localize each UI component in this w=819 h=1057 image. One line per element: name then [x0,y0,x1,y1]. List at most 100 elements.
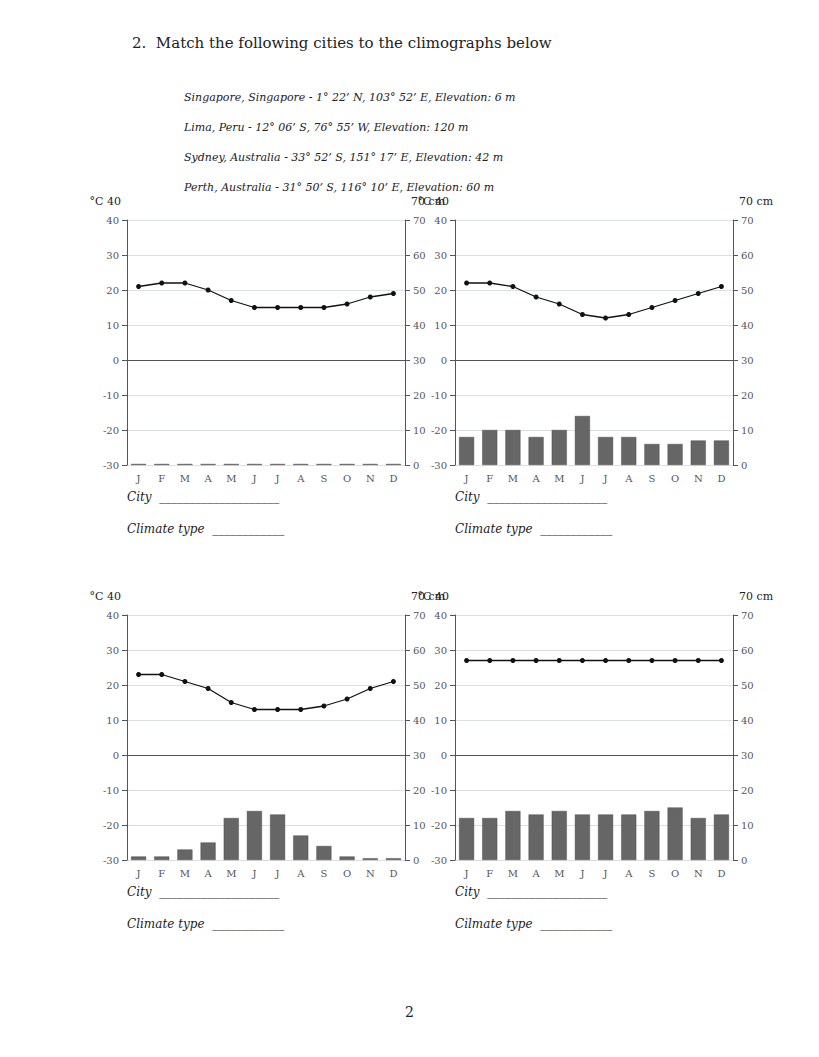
svg-text:M: M [180,868,190,879]
svg-text:A: A [203,868,212,879]
svg-text:°C 40: °C 40 [418,590,449,603]
svg-text:-20: -20 [103,425,119,436]
svg-text:D: D [717,868,725,879]
svg-text:10: 10 [106,715,119,726]
svg-text:30: 30 [434,250,447,261]
svg-text:40: 40 [434,610,447,621]
svg-text:60: 60 [741,645,754,656]
svg-text:-20: -20 [103,820,119,831]
svg-text:F: F [486,473,493,484]
svg-text:S: S [648,473,655,484]
svg-text:S: S [320,868,327,879]
svg-text:20: 20 [434,285,447,296]
svg-text:City ____________________: City ____________________ [127,490,279,504]
svg-text:40: 40 [413,320,426,331]
svg-text:0: 0 [441,355,447,366]
svg-text:°C 40: °C 40 [90,195,121,208]
svg-text:City ____________________: City ____________________ [127,885,279,899]
svg-text:S: S [320,473,327,484]
svg-text:2. Match the following cities: 2. Match the following cities to the cli… [132,34,552,52]
svg-text:10: 10 [106,320,119,331]
svg-text:20: 20 [741,390,754,401]
svg-text:J: J [275,868,280,879]
svg-text:J: J [251,473,256,484]
svg-text:City ____________________: City ____________________ [455,490,607,504]
svg-text:F: F [158,473,165,484]
svg-text:M: M [508,473,518,484]
svg-text:-10: -10 [103,785,119,796]
svg-text:0: 0 [113,355,119,366]
svg-text:M: M [226,473,236,484]
svg-text:J: J [251,868,256,879]
svg-text:60: 60 [413,250,426,261]
svg-text:30: 30 [741,750,754,761]
svg-text:30: 30 [434,645,447,656]
svg-text:10: 10 [741,425,754,436]
svg-text:0: 0 [741,460,747,471]
svg-text:50: 50 [413,285,426,296]
svg-text:A: A [624,473,633,484]
svg-text:A: A [531,473,540,484]
svg-text:Singapore, Singapore - 1° 22’: Singapore, Singapore - 1° 22’ N, 103° 52… [184,91,516,104]
svg-text:D: D [389,868,397,879]
svg-text:A: A [296,473,305,484]
svg-text:S: S [648,868,655,879]
svg-text:D: D [717,473,725,484]
svg-text:70: 70 [741,215,754,226]
svg-text:50: 50 [413,680,426,691]
svg-text:A: A [203,473,212,484]
svg-text:0: 0 [113,750,119,761]
svg-text:O: O [671,473,679,484]
svg-text:M: M [554,473,564,484]
svg-text:Cilmate type ____________: Cilmate type ____________ [455,917,612,931]
svg-text:40: 40 [434,215,447,226]
svg-text:°C 40: °C 40 [90,590,121,603]
svg-text:J: J [136,868,141,879]
svg-text:J: J [275,473,280,484]
svg-text:Lima, Peru - 12° 06’ S, 76° 55: Lima, Peru - 12° 06’ S, 76° 55’ W, Eleva… [183,121,468,134]
svg-text:10: 10 [413,425,426,436]
svg-text:0: 0 [413,460,419,471]
svg-text:20: 20 [434,680,447,691]
svg-text:10: 10 [434,715,447,726]
svg-text:Sydney, Australia - 33° 52’ S,: Sydney, Australia - 33° 52’ S, 151° 17’ … [184,151,503,164]
svg-text:-10: -10 [103,390,119,401]
svg-text:10: 10 [741,820,754,831]
svg-text:0: 0 [413,855,419,866]
svg-text:J: J [136,473,141,484]
svg-text:40: 40 [413,715,426,726]
svg-text:0: 0 [741,855,747,866]
svg-text:A: A [296,868,305,879]
svg-text:30: 30 [106,250,119,261]
svg-text:J: J [579,868,584,879]
svg-text:Climate type ____________: Climate type ____________ [127,522,284,536]
svg-text:70: 70 [741,610,754,621]
svg-text:70: 70 [413,610,426,621]
svg-text:O: O [343,473,351,484]
svg-text:M: M [180,473,190,484]
svg-text:30: 30 [413,355,426,366]
svg-text:D: D [389,473,397,484]
svg-text:10: 10 [413,820,426,831]
svg-text:A: A [531,868,540,879]
svg-text:M: M [226,868,236,879]
svg-text:40: 40 [741,320,754,331]
svg-text:-30: -30 [431,855,447,866]
svg-text:N: N [366,473,375,484]
svg-text:Climate type ____________: Climate type ____________ [127,917,284,931]
svg-text:20: 20 [413,390,426,401]
svg-text:20: 20 [741,785,754,796]
svg-text:-10: -10 [431,785,447,796]
svg-text:20: 20 [106,680,119,691]
svg-text:J: J [603,868,608,879]
svg-text:50: 50 [741,285,754,296]
svg-text:M: M [508,868,518,879]
svg-text:70 cm: 70 cm [739,590,774,603]
svg-text:N: N [694,868,703,879]
svg-text:50: 50 [741,680,754,691]
svg-text:70 cm: 70 cm [739,195,774,208]
svg-text:M: M [554,868,564,879]
svg-text:0: 0 [441,750,447,761]
svg-text:O: O [343,868,351,879]
svg-text:J: J [464,868,469,879]
